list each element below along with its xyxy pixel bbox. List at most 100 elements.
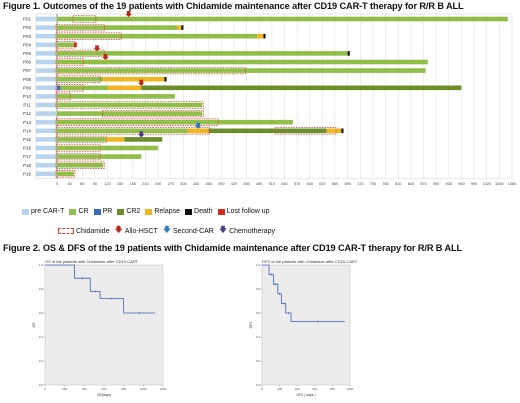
allo-hsct-arrow [102, 54, 109, 60]
chidamide-box [55, 118, 219, 126]
bar-cr [57, 119, 293, 125]
os-x-tick-label: 200 [62, 387, 67, 391]
legend-pre-cart: pre CAR-T [22, 208, 64, 215]
dfs-y-tick-label: 0.4 [256, 335, 261, 339]
patient-label: P15 [23, 137, 32, 142]
patient-label: P03 [23, 34, 32, 39]
x-tick-label: 780 [382, 182, 388, 186]
x-tick-label: 870 [420, 182, 426, 186]
allo-hsct-arrow [125, 11, 132, 17]
second-car-arrow [194, 122, 202, 129]
dfs-chart-title: DFS of the patients with Chidamide after… [262, 259, 358, 264]
legend-second-car: 🡇 Second-CAR [162, 225, 214, 235]
legend-allo-hsct: 🡇 Allo-HSCT [114, 225, 158, 235]
bar-pre [36, 154, 56, 159]
os-x-tick-label: 600 [101, 387, 106, 391]
dfs-y-tick-label: 0.2 [256, 359, 261, 363]
x-tick-label: 90 [93, 182, 97, 186]
bar-pre [36, 33, 56, 39]
legend-lost: Lost follow up [217, 208, 270, 215]
x-tick-label: 60 [80, 182, 84, 186]
bar-pre [36, 162, 56, 168]
bar-relapse [257, 33, 264, 39]
x-tick-label: 630 [319, 182, 325, 186]
legend-death: Death [185, 208, 213, 215]
bar-pre [36, 102, 56, 108]
chidamide-box [101, 109, 204, 118]
x-tick-label: 1050 [495, 182, 503, 186]
x-tick-label: 420 [231, 182, 237, 186]
bar-pre [36, 137, 56, 142]
bar-pre [36, 128, 56, 134]
patient-label: P10 [23, 94, 32, 99]
bar-cr [57, 68, 426, 73]
chidamide-box [55, 101, 204, 109]
bar-cr [57, 137, 106, 142]
legend-pr: PR [93, 208, 112, 215]
chidamide-box [55, 49, 105, 58]
os-x-tick-label: 400 [82, 387, 87, 391]
x-tick-label: 30 [68, 182, 72, 186]
bar-cr2 [208, 128, 327, 134]
patient-label: P07 [23, 68, 32, 73]
patient-label: P12 [23, 111, 32, 116]
bar-pre [36, 145, 56, 151]
x-tick-label: 1020 [482, 182, 490, 186]
chemotherapy-arrow [138, 131, 145, 138]
x-tick-label: 0 [56, 182, 58, 186]
os-y-tick-label: 1.0 [39, 263, 44, 267]
x-tick-label: 390 [218, 182, 224, 186]
x-tick-label: 180 [130, 182, 136, 186]
dfs-x-tick-label: 400 [295, 387, 300, 391]
bar-relapse [326, 128, 342, 134]
os-y-tick-label: 0.6 [39, 311, 44, 315]
patient-label: P06 [23, 60, 32, 65]
legend-chemotherapy: 🡇 Chemotherapy [218, 225, 276, 235]
patient-label: P16 [23, 146, 32, 151]
bar-cr [57, 102, 203, 108]
bar-death [263, 33, 266, 39]
os-x-tick-label: 0 [44, 387, 46, 391]
x-tick-label: 960 [458, 182, 464, 186]
x-tick-label: 540 [281, 182, 287, 186]
allo-hsct-arrow [93, 45, 101, 52]
os-y-tick-label: 0.4 [39, 335, 44, 339]
patient-label: P04 [23, 42, 32, 47]
bar-pre [36, 171, 56, 177]
dfs-x-tick-label: 0 [261, 387, 263, 391]
figure1-title: Figure 1. Outcomes of the 19 patients wi… [3, 1, 464, 11]
dfs-y-axis-label: DFS [249, 321, 253, 329]
patient-label: P11 [23, 103, 31, 108]
bar-cr [57, 33, 258, 39]
bar-cr [57, 128, 188, 134]
dfs-plot-area [261, 264, 351, 386]
bar-relapse [105, 137, 125, 142]
x-tick-label: 450 [243, 182, 249, 186]
x-tick-label: 990 [471, 182, 477, 186]
chidamide-box [55, 32, 122, 40]
patient-label: P08 [23, 77, 32, 82]
x-tick-label: 240 [155, 182, 161, 186]
chidamide-box [55, 66, 246, 75]
bar-pre [36, 85, 56, 91]
bar-cr [57, 162, 104, 168]
bar-cr [57, 94, 175, 99]
os-x-axis-label: OS(days) [97, 393, 111, 397]
x-tick-label: 900 [433, 182, 439, 186]
bar-relapse [107, 85, 142, 91]
patient-label: P17 [23, 154, 32, 159]
x-tick-label: 570 [294, 182, 300, 186]
bar-death [164, 76, 167, 82]
patient-label: P14 [23, 128, 32, 133]
patient-label: P01 [23, 17, 32, 22]
dfs-y-tick-label: 1.0 [256, 263, 261, 267]
patient-label: P13 [23, 120, 32, 125]
patient-label: P05 [23, 51, 32, 56]
bar-pre [36, 76, 56, 82]
figure2-title: Figure 2. OS & DFS of the 19 patients wi… [3, 243, 463, 253]
bar-death [341, 128, 344, 134]
x-tick-label: 750 [370, 182, 376, 186]
bar-cr2 [124, 137, 163, 142]
chidamide-box [55, 135, 107, 144]
